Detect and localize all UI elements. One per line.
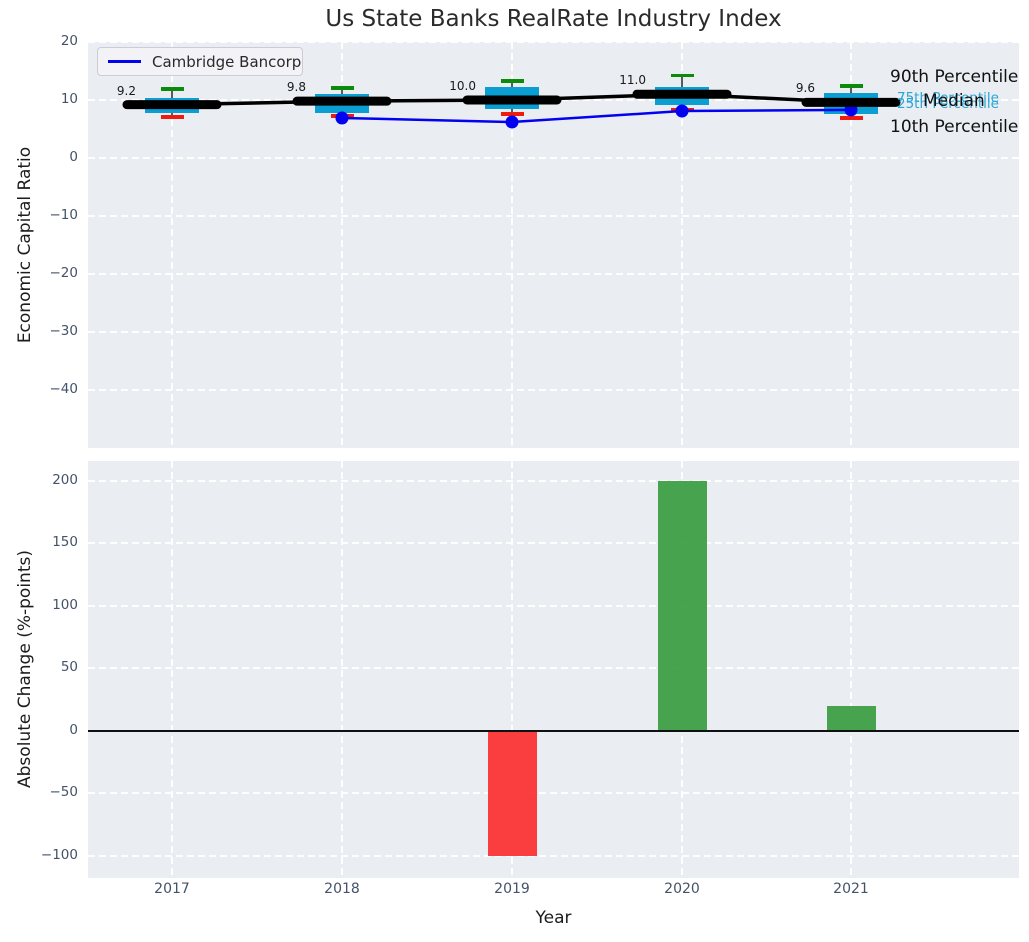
iqr-box <box>315 94 369 113</box>
bar-positive <box>826 705 876 731</box>
ytick-label-top: 0 <box>69 149 78 165</box>
ytick-label-top: 20 <box>60 33 78 49</box>
cap-90th-percentile <box>839 84 863 88</box>
cap-90th-percentile <box>160 87 184 91</box>
iqr-box <box>655 86 709 105</box>
cap-10th-percentile <box>330 114 354 118</box>
xtick-label: 2019 <box>494 881 530 897</box>
annotation-90th-percentile: 90th Percentile <box>890 67 1019 87</box>
ytick-label-top: −10 <box>49 207 79 223</box>
ytick-label-bottom: −50 <box>49 784 79 801</box>
cap-90th-percentile <box>330 86 354 90</box>
gridline-v-top <box>341 42 343 448</box>
gridline-h-top <box>88 157 1019 159</box>
ytick-label-top: −30 <box>49 323 79 339</box>
ytick-label-top: −20 <box>49 265 79 281</box>
ytick-label-bottom: 50 <box>60 659 78 676</box>
bottom-panel <box>88 461 1019 878</box>
gridline-h-top <box>88 331 1019 333</box>
gridline-h-bottom <box>88 667 1019 670</box>
cap-10th-percentile <box>839 116 863 120</box>
ytick-label-bottom: 100 <box>52 596 78 613</box>
xtick-label: 2018 <box>324 881 360 897</box>
gridline-h-bottom <box>88 854 1019 857</box>
gridline-h-top <box>88 273 1019 275</box>
cap-10th-percentile <box>500 112 524 116</box>
xtick-label: 2020 <box>664 881 700 897</box>
legend: Cambridge Bancorp <box>97 47 303 76</box>
gridline-v-bottom <box>850 461 852 878</box>
bar-negative <box>487 730 537 856</box>
ytick-label-bottom: 200 <box>52 471 78 488</box>
top-panel <box>88 42 1019 448</box>
iqr-box <box>145 97 199 114</box>
gridline-v-bottom <box>171 461 173 878</box>
gridline-h-top <box>88 41 1019 43</box>
gridline-h-bottom <box>88 792 1019 795</box>
ytick-label-top: 10 <box>60 91 78 107</box>
iqr-box <box>824 93 878 114</box>
median-value-label: 9.8 <box>286 80 306 95</box>
legend-line-sample-icon <box>108 60 141 63</box>
median-value-label: 9.6 <box>795 81 815 96</box>
gridline-v-top <box>511 42 513 448</box>
gridline-v-top <box>171 42 173 448</box>
annotation-10th-percentile: 10th Percentile <box>890 117 1019 137</box>
median-value-label: 10.0 <box>449 79 476 93</box>
gridline-h-bottom <box>88 542 1019 545</box>
gridline-v-bottom <box>511 461 513 878</box>
ytick-label-bottom: −100 <box>40 846 78 863</box>
chart-title: Us State Banks RealRate Industry Index <box>325 6 782 32</box>
annotation-median: Median <box>923 91 985 111</box>
zero-line <box>88 729 1019 732</box>
bar-positive <box>657 480 707 731</box>
cap-10th-percentile <box>160 115 184 119</box>
gridline-h-bottom <box>88 479 1019 482</box>
legend-label: Cambridge Bancorp <box>152 52 302 71</box>
gridline-v-top <box>681 42 683 448</box>
gridline-h-top <box>88 215 1019 217</box>
gridline-v-bottom <box>341 461 343 878</box>
median-value-label: 11.0 <box>619 73 646 88</box>
annotation-75th-percentile: 75th Percentile <box>897 90 999 106</box>
cap-90th-percentile <box>670 73 694 78</box>
x-axis-label: Year <box>535 908 572 928</box>
gridline-h-top <box>88 99 1019 101</box>
median-value-label: 9.2 <box>116 83 136 98</box>
gridline-h-top <box>88 389 1019 391</box>
cap-10th-percentile <box>670 108 694 112</box>
gridline-h-bottom <box>88 604 1019 607</box>
iqr-box <box>485 86 539 110</box>
cap-90th-percentile <box>500 79 524 83</box>
ytick-label-top: −40 <box>49 381 79 397</box>
gridline-v-top <box>850 42 852 448</box>
xtick-label: 2021 <box>833 881 869 897</box>
xtick-label: 2017 <box>154 881 190 897</box>
ytick-label-bottom: 150 <box>52 534 78 551</box>
annotation-25th-percentile: 25th Percentile <box>897 96 999 112</box>
y-axis-label-top: Economic Capital Ratio <box>15 146 35 344</box>
ytick-label-bottom: 0 <box>69 721 78 738</box>
